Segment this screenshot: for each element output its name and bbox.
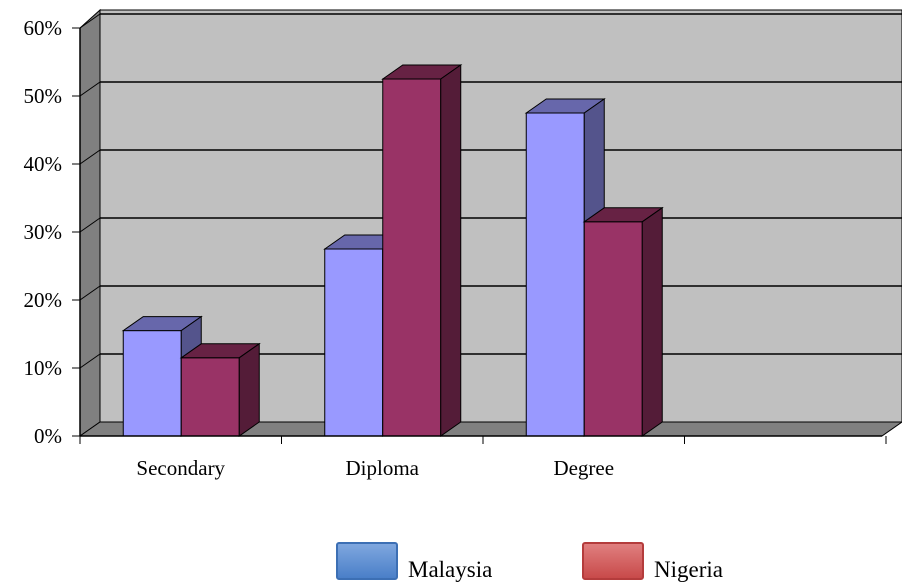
- gridline-side: [79, 353, 101, 369]
- x-category-label: Diploma: [346, 456, 420, 480]
- bar-nigeria-front: [382, 78, 442, 437]
- y-tick-label: 40%: [24, 152, 63, 176]
- gridline-side: [79, 81, 101, 97]
- bar-malaysia-front: [525, 112, 585, 437]
- y-tick-label: 20%: [24, 288, 63, 312]
- gridline-side: [79, 285, 101, 301]
- bar-nigeria-side: [641, 206, 663, 437]
- legend: Malaysia Nigeria: [336, 540, 796, 582]
- legend-item-nigeria: Nigeria: [582, 540, 723, 582]
- y-axis-ticks: 0% 10% 20% 30% 40% 50% 60%: [24, 16, 80, 448]
- x-category-label: Degree: [553, 456, 614, 480]
- gridline-side: [79, 217, 101, 233]
- bar-malaysia-front: [122, 330, 182, 437]
- bar-nigeria-front: [583, 221, 643, 437]
- bar-nigeria-side: [440, 64, 462, 437]
- y-tick-label: 60%: [24, 16, 63, 40]
- bars: [121, 64, 664, 437]
- bar-nigeria-front: [180, 357, 240, 437]
- bar-malaysia-front: [324, 248, 384, 437]
- y-tick-label: 50%: [24, 84, 63, 108]
- chart-walls: [78, 8, 902, 437]
- legend-label-malaysia: Malaysia: [408, 557, 493, 582]
- gridline-side: [79, 13, 101, 29]
- legend-label-nigeria: Nigeria: [654, 557, 723, 582]
- legend-swatch-malaysia: [336, 542, 398, 580]
- legend-swatch-nigeria: [582, 542, 644, 580]
- y-tick-label: 0%: [34, 424, 62, 448]
- legend-item-malaysia: Malaysia: [336, 540, 492, 582]
- plot-side-wall: [79, 8, 101, 437]
- y-tick-label: 30%: [24, 220, 63, 244]
- gridline-side: [79, 149, 101, 165]
- bar-nigeria-side: [238, 342, 260, 437]
- y-tick-label: 10%: [24, 356, 63, 380]
- bar-chart: 0% 10% 20% 30% 40% 50% 60% Secondary Diploma Deg…: [24, 8, 902, 480]
- x-category-label: Secondary: [136, 456, 225, 480]
- axes: [79, 28, 887, 444]
- x-axis-labels: Secondary Diploma Degree: [136, 456, 614, 480]
